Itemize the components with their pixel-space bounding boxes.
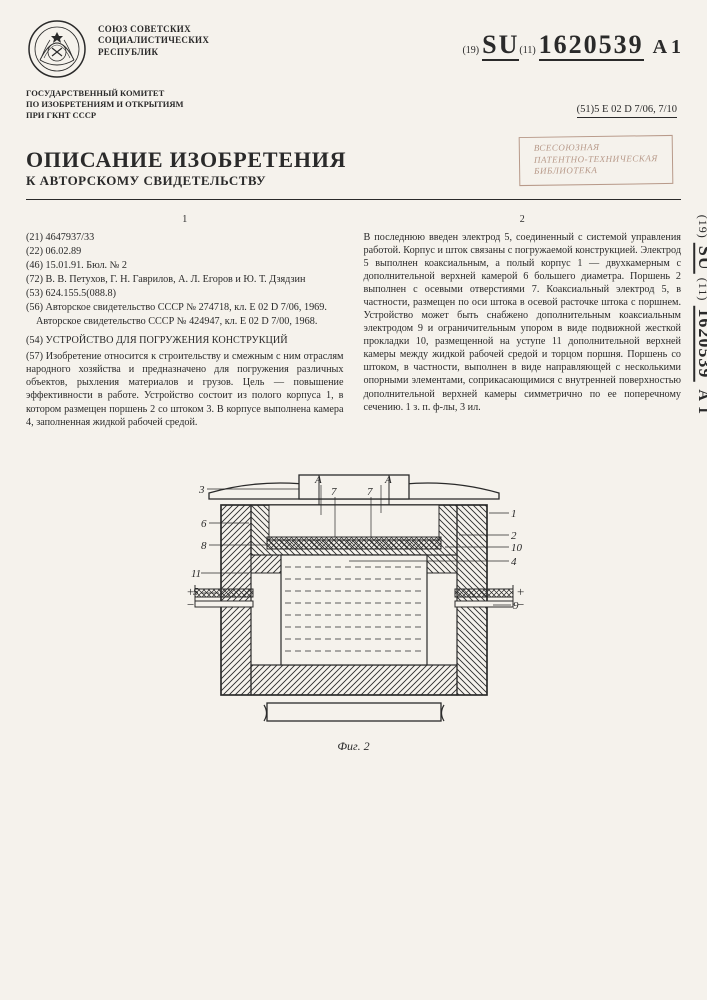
ussr-emblem-icon: [26, 18, 88, 80]
col2-number: 2: [364, 214, 682, 227]
body-columns: 1 (21) 4647937/33 (22) 06.02.89 (46) 15.…: [26, 214, 681, 428]
col2-text: В последнюю введен электрод 5, соединенн…: [364, 231, 682, 414]
side-patent-code: (19) SU (11) 1620539 A 1: [694, 215, 707, 415]
code-number: 1620539: [539, 30, 644, 61]
svg-text:A: A: [384, 474, 392, 486]
svg-text:1: 1: [511, 508, 517, 520]
code-prefix: (19): [462, 45, 479, 56]
svg-text:2: 2: [511, 530, 517, 542]
side-prefix: (19): [696, 215, 707, 239]
svg-text:10: 10: [511, 542, 523, 554]
svg-text:9: 9: [513, 600, 519, 612]
field-22: (22) 06.02.89: [26, 245, 344, 258]
ipc-classification: (51)5 E 02 D 7/06, 7/10: [577, 104, 677, 118]
side-suffix: A 1: [695, 389, 707, 415]
field-57: (57) Изобретение относится к строительст…: [26, 350, 344, 428]
field-53: (53) 624.155.5(088.8): [26, 287, 344, 300]
svg-text:11: 11: [191, 568, 201, 580]
svg-text:5: 5: [193, 586, 199, 598]
side-mid: (11): [696, 278, 707, 302]
field-56a: (56) Авторское свидетельство СССР № 2747…: [26, 301, 344, 314]
svg-text:7: 7: [367, 486, 373, 498]
figure-2: + + − − 3 6 8 11 5 A A 7 7 1 2 10 4 9 Фи…: [26, 445, 681, 754]
patent-code: (19) SU(11) 1620539 A 1: [462, 18, 681, 60]
union-label: СОЮЗ СОВЕТСКИХ СОЦИАЛИСТИЧЕСКИХ РЕСПУБЛИ…: [98, 18, 452, 58]
field-72: (72) В. В. Петухов, Г. Н. Гаврилов, А. Л…: [26, 273, 344, 286]
side-number: 1620539: [693, 305, 707, 381]
field-21: (21) 4647937/33: [26, 231, 344, 244]
field-56b: Авторское свидетельство СССР № 424947, к…: [26, 315, 344, 328]
figure-2-diagram: + + − − 3 6 8 11 5 A A 7 7 1 2 10 4 9: [149, 445, 559, 735]
svg-text:8: 8: [201, 540, 207, 552]
column-2: 2 В последнюю введен электрод 5, соедине…: [364, 214, 682, 428]
col1-number: 1: [26, 214, 344, 227]
header-row: СОЮЗ СОВЕТСКИХ СОЦИАЛИСТИЧЕСКИХ РЕСПУБЛИ…: [26, 18, 681, 80]
field-54: (54) УСТРОЙСТВО ДЛЯ ПОГРУЖЕНИЯ КОНСТРУКЦ…: [26, 334, 344, 347]
column-1: 1 (21) 4647937/33 (22) 06.02.89 (46) 15.…: [26, 214, 344, 428]
code-country: SU: [482, 30, 519, 61]
library-stamp: ВСЕСОЮЗНАЯ ПАТЕНТНО-ТЕХНИЧЕСКАЯ БИБЛИОТЕ…: [519, 135, 673, 186]
figure-caption: Фиг. 2: [26, 739, 681, 754]
svg-text:−: −: [187, 597, 194, 612]
svg-text:6: 6: [201, 518, 207, 530]
side-country: SU: [693, 243, 707, 274]
field-46: (46) 15.01.91. Бюл. № 2: [26, 259, 344, 272]
svg-text:4: 4: [511, 556, 517, 568]
code-suffix: A 1: [653, 36, 681, 58]
stamp-line-2: ПАТЕНТНО-ТЕХНИЧЕСКАЯ: [534, 153, 658, 166]
code-mid: (11): [519, 45, 535, 56]
stamp-line-3: БИБЛИОТЕКА: [534, 165, 658, 178]
divider: [26, 199, 681, 200]
svg-text:A: A: [314, 474, 322, 486]
svg-text:3: 3: [198, 484, 205, 496]
svg-text:7: 7: [331, 486, 337, 498]
